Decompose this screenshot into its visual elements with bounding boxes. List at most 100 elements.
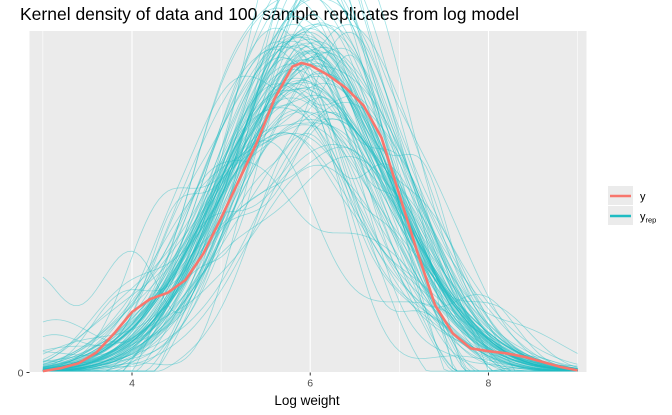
series-line-yrep <box>42 77 578 372</box>
legend-label-yrep: yrep <box>640 211 656 225</box>
series-line-yrep <box>42 87 578 372</box>
series-line-yrep <box>42 31 578 372</box>
series-line-yrep <box>42 97 578 370</box>
series-line-yrep <box>42 46 578 372</box>
x-tick-label: 8 <box>486 378 492 390</box>
series-line-yrep <box>42 124 578 370</box>
series-line-yrep <box>42 23 578 372</box>
series-line-yrep <box>42 0 578 372</box>
series-line-yrep <box>42 63 578 372</box>
series-line-yrep <box>42 164 578 372</box>
series-line-yrep <box>42 111 578 372</box>
series-line-yrep <box>42 36 578 371</box>
series-line-yrep <box>42 65 578 372</box>
series-line-yrep <box>42 27 578 372</box>
series-line-yrep <box>42 15 578 372</box>
series-line-yrep <box>42 52 578 370</box>
series-line-yrep <box>42 132 578 372</box>
series-line-yrep <box>42 70 578 372</box>
series-line-yrep <box>42 144 578 371</box>
series-line-yrep <box>42 40 578 372</box>
series-line-yrep <box>42 46 578 372</box>
series-line-yrep <box>42 111 578 370</box>
x-axis-label: Log weight <box>274 393 340 408</box>
plot-panel <box>29 31 587 373</box>
series-line-yrep <box>42 0 578 372</box>
series-line-yrep <box>42 50 578 372</box>
series-line-yrep <box>42 36 578 372</box>
series-line-yrep <box>42 0 578 372</box>
series-line-yrep <box>42 132 578 372</box>
series-line-yrep <box>42 122 578 371</box>
series-line-yrep <box>42 38 578 372</box>
replicate-lines <box>42 0 578 372</box>
series-line-yrep <box>42 82 578 372</box>
series-line-yrep <box>42 0 578 372</box>
series-line-yrep <box>42 89 578 372</box>
series-line-yrep <box>42 0 578 372</box>
series-line-yrep <box>42 46 578 372</box>
series-line-yrep <box>42 104 578 372</box>
series-line-yrep <box>42 49 578 372</box>
series-line-yrep <box>42 82 578 371</box>
series-line-yrep <box>42 118 578 371</box>
series-line-yrep <box>42 140 578 371</box>
series-line-yrep <box>42 82 578 372</box>
series-line-yrep <box>42 0 578 372</box>
series-line-yrep <box>42 146 578 372</box>
series-line-yrep <box>42 34 578 372</box>
series-line-yrep <box>42 0 578 372</box>
series-line-yrep <box>42 69 578 370</box>
series-line-yrep <box>42 57 578 372</box>
series-line-yrep <box>42 24 578 372</box>
series-line-yrep <box>42 22 578 372</box>
legend-label-yrep-main: y <box>640 211 646 223</box>
series-line-yrep <box>42 34 578 372</box>
series-line-yrep <box>42 75 578 372</box>
series-line-yrep <box>42 132 578 371</box>
series-line-yrep <box>42 87 578 372</box>
series-line-yrep <box>42 41 578 372</box>
series-line-yrep <box>42 48 578 372</box>
series-line-yrep <box>42 51 578 372</box>
series-line-yrep <box>42 101 578 372</box>
series-line-yrep <box>42 118 578 370</box>
series-line-yrep <box>42 75 578 372</box>
legend-label-yrep-sub: rep <box>646 216 657 225</box>
series-line-yrep <box>42 55 578 371</box>
series-line-yrep <box>42 0 578 372</box>
series-line-yrep <box>42 82 578 372</box>
grid-lines <box>29 31 587 374</box>
series-line-yrep <box>42 52 578 372</box>
series-line-yrep <box>42 107 578 370</box>
series-line-yrep <box>42 0 578 367</box>
y-tick-label: 0 <box>18 368 24 380</box>
series-line-yrep <box>42 0 578 372</box>
x-tick-label: 6 <box>307 378 313 390</box>
series-line-yrep <box>42 42 578 372</box>
observed-line <box>42 61 578 373</box>
chart-title: Kernel density of data and 100 sample re… <box>20 4 519 24</box>
series-line-yrep <box>42 56 578 372</box>
series-line-yrep <box>42 54 578 369</box>
series-line-yrep <box>42 79 578 371</box>
legend: y yrep <box>604 184 656 231</box>
series-line-y <box>42 61 578 373</box>
series-line-yrep <box>42 7 578 372</box>
series-line-yrep <box>42 97 578 372</box>
series-line-yrep <box>42 83 578 372</box>
series-line-yrep <box>42 0 578 372</box>
series-line-yrep <box>42 132 578 372</box>
series-line-yrep <box>42 160 578 372</box>
axis-ticks: 4 6 8 0 <box>18 368 492 390</box>
series-line-yrep <box>42 72 578 371</box>
series-line-yrep <box>42 118 578 370</box>
series-line-yrep <box>42 44 578 371</box>
series-line-yrep <box>42 13 578 371</box>
series-line-yrep <box>42 109 578 372</box>
series-line-yrep <box>42 0 578 372</box>
series-line-yrep <box>42 57 578 372</box>
x-tick-label: 4 <box>129 378 135 390</box>
series-line-yrep <box>42 0 578 372</box>
